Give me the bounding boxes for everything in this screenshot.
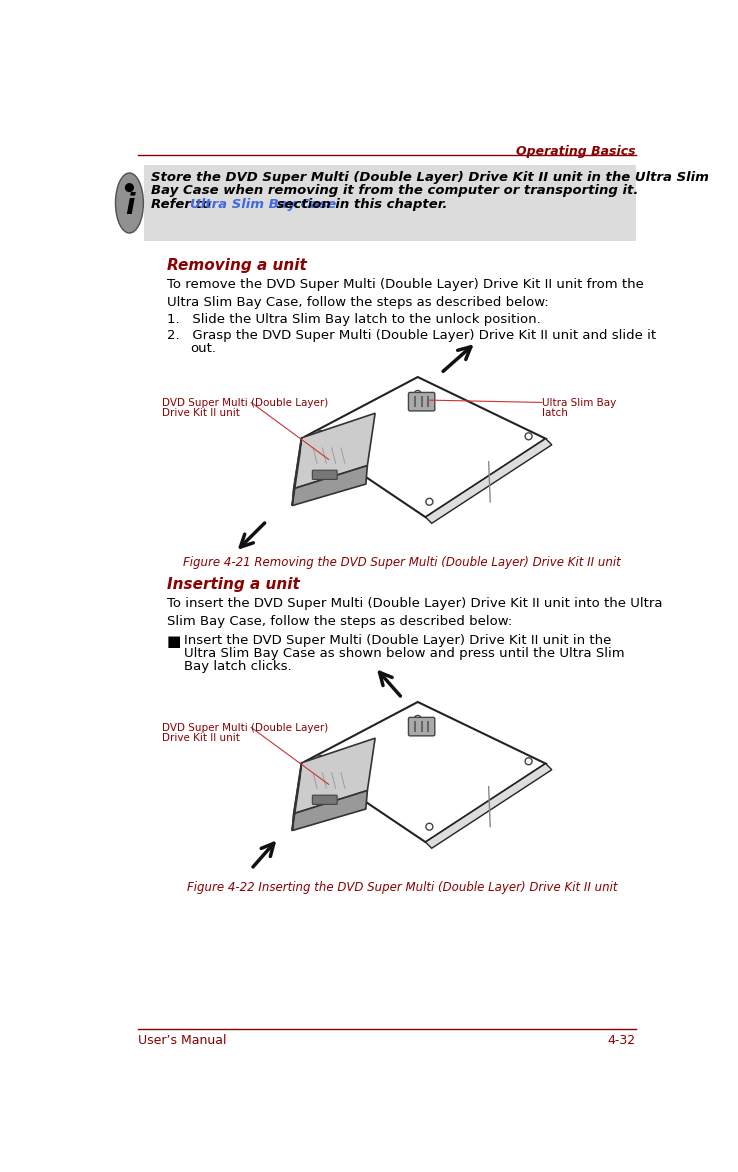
Polygon shape — [294, 414, 375, 489]
Text: 4-32: 4-32 — [607, 1034, 635, 1047]
Text: Refer to: Refer to — [151, 198, 216, 211]
Text: 1.   Slide the Ultra Slim Bay latch to the unlock position.: 1. Slide the Ultra Slim Bay latch to the… — [167, 313, 540, 326]
FancyBboxPatch shape — [312, 795, 337, 804]
Text: To insert the DVD Super Multi (Double Layer) Drive Kit II unit into the Ultra
Sl: To insert the DVD Super Multi (Double La… — [167, 598, 662, 628]
Text: DVD Super Multi (Double Layer): DVD Super Multi (Double Layer) — [162, 723, 328, 732]
Text: Figure 4-21 Removing the DVD Super Multi (Double Layer) Drive Kit II unit: Figure 4-21 Removing the DVD Super Multi… — [183, 556, 621, 568]
Circle shape — [317, 430, 325, 437]
Text: Operating Basics: Operating Basics — [516, 145, 635, 158]
Text: Bay latch clicks.: Bay latch clicks. — [184, 660, 292, 674]
Text: Removing a unit: Removing a unit — [167, 258, 306, 273]
Text: Figure 4-22 Inserting the DVD Super Multi (Double Layer) Drive Kit II unit: Figure 4-22 Inserting the DVD Super Mult… — [187, 880, 618, 893]
Text: Ultra Slim Bay: Ultra Slim Bay — [542, 397, 616, 408]
Circle shape — [426, 498, 433, 505]
Polygon shape — [292, 763, 302, 831]
Polygon shape — [292, 791, 368, 831]
Text: Ultra Slim Bay Case as shown below and press until the Ultra Slim: Ultra Slim Bay Case as shown below and p… — [184, 647, 624, 660]
Text: Bay Case when removing it from the computer or transporting it.: Bay Case when removing it from the compu… — [151, 184, 639, 197]
Polygon shape — [306, 377, 545, 517]
Circle shape — [125, 184, 134, 191]
Polygon shape — [292, 438, 302, 505]
Bar — [144, 165, 635, 240]
Text: Ultra Slim Bay Case: Ultra Slim Bay Case — [190, 198, 337, 211]
Text: 2.   Grasp the DVD Super Multi (Double Layer) Drive Kit II unit and slide it: 2. Grasp the DVD Super Multi (Double Lay… — [167, 328, 656, 341]
Circle shape — [414, 390, 421, 397]
FancyBboxPatch shape — [312, 470, 337, 479]
Text: Store the DVD Super Multi (Double Layer) Drive Kit II unit in the Ultra Slim: Store the DVD Super Multi (Double Layer)… — [151, 171, 709, 184]
Text: section in this chapter.: section in this chapter. — [272, 198, 447, 211]
Circle shape — [525, 432, 532, 440]
FancyBboxPatch shape — [408, 717, 435, 736]
Polygon shape — [426, 438, 552, 524]
Circle shape — [525, 758, 532, 764]
Text: Drive Kit II unit: Drive Kit II unit — [162, 408, 240, 418]
Text: User’s Manual: User’s Manual — [138, 1034, 227, 1047]
Polygon shape — [426, 764, 552, 849]
Text: latch: latch — [542, 408, 568, 418]
Text: out.: out. — [190, 341, 215, 355]
Ellipse shape — [115, 173, 143, 233]
Polygon shape — [306, 702, 545, 843]
Text: Inserting a unit: Inserting a unit — [167, 578, 300, 592]
Text: Drive Kit II unit: Drive Kit II unit — [162, 732, 240, 743]
Text: DVD Super Multi (Double Layer): DVD Super Multi (Double Layer) — [162, 397, 328, 408]
Polygon shape — [292, 465, 368, 505]
Text: To remove the DVD Super Multi (Double Layer) Drive Kit II unit from the
Ultra Sl: To remove the DVD Super Multi (Double La… — [167, 278, 644, 308]
Text: i: i — [125, 192, 134, 220]
Circle shape — [426, 823, 433, 830]
Circle shape — [317, 756, 325, 763]
Polygon shape — [294, 738, 375, 813]
FancyBboxPatch shape — [408, 393, 435, 411]
Text: Insert the DVD Super Multi (Double Layer) Drive Kit II unit in the: Insert the DVD Super Multi (Double Layer… — [184, 634, 611, 647]
Text: ■: ■ — [167, 634, 181, 649]
Circle shape — [414, 715, 421, 722]
